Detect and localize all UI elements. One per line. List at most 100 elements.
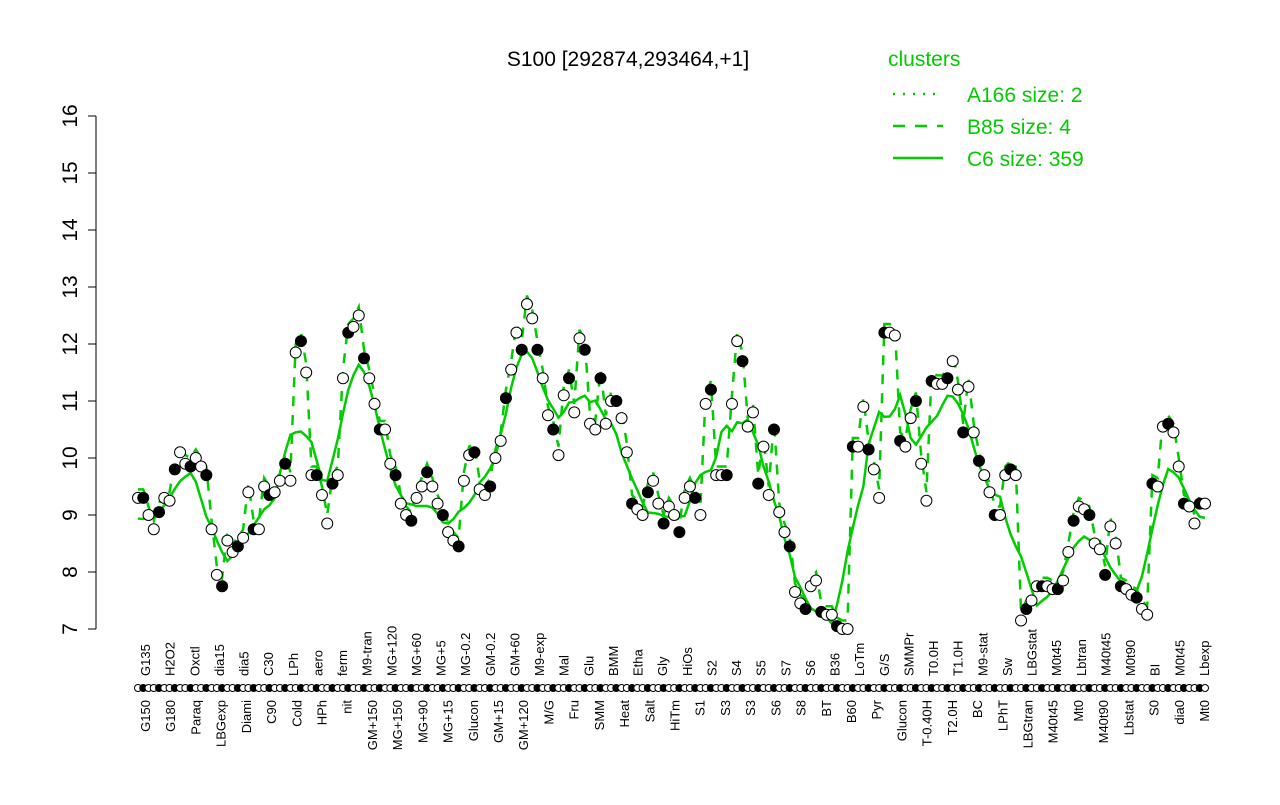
- x-tick-label-bottom: SMM: [592, 700, 607, 730]
- data-point: [505, 363, 518, 376]
- data-point: [909, 395, 922, 407]
- data-point: [1015, 614, 1028, 627]
- data-point: [972, 454, 985, 467]
- x-tick-label-top: BMM: [606, 646, 621, 676]
- data-point: [231, 540, 244, 553]
- data-point: [941, 372, 954, 385]
- data-point: [442, 526, 455, 539]
- data-point: [242, 486, 255, 499]
- x-tick-label-top: Etha: [631, 648, 646, 676]
- data-point: [888, 329, 901, 342]
- x-tick-label-top: LoTm: [852, 643, 867, 676]
- data-point: [541, 409, 554, 422]
- data-point: [1083, 509, 1096, 521]
- x-tick-label-bottom: GM+120: [516, 700, 531, 750]
- data-point: [620, 446, 633, 459]
- data-point: [978, 469, 991, 482]
- x-tick-label-top: MG+5: [434, 640, 449, 676]
- data-point: [1057, 574, 1070, 587]
- x-tick-label-bottom: G150: [138, 700, 153, 732]
- data-point: [568, 406, 581, 419]
- x-tick-label-top: S6: [803, 660, 818, 676]
- x-tick-label-top: MG+60: [409, 633, 424, 676]
- x-tick-label-bottom: BC: [970, 700, 985, 718]
- data-point: [279, 457, 292, 470]
- x-tick-label-top: S7: [778, 660, 793, 676]
- data-point: [752, 477, 765, 490]
- data-point: [789, 585, 802, 598]
- data-point: [899, 440, 912, 453]
- data-point: [368, 397, 381, 410]
- data-point: [636, 509, 649, 521]
- x-tick-label-bottom: MG+90: [415, 700, 430, 743]
- x-tick-label-top: Lbtran: [1074, 639, 1089, 676]
- x-tick-label-top: Mal: [557, 655, 572, 676]
- data-point: [147, 523, 160, 536]
- data-point: [1188, 517, 1201, 530]
- data-point: [694, 509, 707, 521]
- x-tick-label-bottom: S0: [1147, 700, 1162, 716]
- y-tick-label: 13: [59, 275, 82, 298]
- x-tick-label-bottom: M/G: [541, 700, 556, 725]
- x-tick-label-bottom: Pyr: [869, 699, 884, 719]
- chart-title: S100 [292874,293464,+1]: [507, 48, 749, 71]
- data-point: [1067, 514, 1080, 527]
- x-tick-label-top: H2O2: [163, 642, 178, 676]
- data-point: [499, 392, 512, 405]
- x-tick-label-bottom: Diami: [239, 700, 254, 733]
- data-point: [547, 423, 560, 436]
- x-tick-label-bottom: M40t90: [1096, 700, 1111, 743]
- data-point: [641, 486, 654, 499]
- data-point: [725, 397, 738, 410]
- data-point: [421, 466, 434, 479]
- data-point: [799, 603, 812, 616]
- x-tick-label-top: MG-0.2: [458, 633, 473, 676]
- data-point: [689, 491, 702, 504]
- data-point: [720, 469, 733, 482]
- data-point: [431, 497, 444, 510]
- x-tick-label-bottom: GM+150: [365, 700, 380, 750]
- data-point: [289, 346, 302, 359]
- data-point: [205, 523, 218, 536]
- data-point: [1104, 520, 1117, 533]
- data-point: [321, 517, 334, 530]
- x-tick-label-top: S4: [729, 660, 744, 676]
- data-point: [767, 423, 780, 436]
- x-tick-label-top: M0t45: [1172, 640, 1187, 676]
- x-rug: [134, 684, 1209, 692]
- data-point: [405, 514, 418, 527]
- y-tick-label: 12: [59, 332, 82, 355]
- data-point: [195, 460, 208, 473]
- data-point: [773, 506, 786, 519]
- data-point: [284, 474, 297, 487]
- data-point: [468, 446, 481, 459]
- data-point: [810, 574, 823, 587]
- data-point: [394, 497, 407, 510]
- data-point: [384, 457, 397, 470]
- x-tick-label-bottom: T-0.40H: [920, 700, 935, 746]
- data-point: [852, 440, 865, 453]
- data-point: [210, 568, 223, 581]
- data-point: [662, 500, 675, 513]
- data-point: [273, 474, 286, 487]
- data-points: [132, 298, 1211, 635]
- x-tick-label-top: MG+120: [384, 626, 399, 676]
- data-point: [221, 534, 234, 547]
- data-point: [557, 389, 570, 402]
- x-tick-label-bottom: LPhT: [995, 700, 1010, 731]
- data-point: [336, 372, 349, 385]
- data-point: [778, 526, 791, 539]
- data-point: [946, 355, 959, 368]
- data-point: [1183, 500, 1196, 513]
- data-point: [520, 298, 533, 311]
- x-tick-label-bottom: HiTm: [668, 700, 683, 731]
- data-point: [300, 366, 313, 379]
- x-tick-label-bottom: G180: [163, 700, 178, 732]
- x-tick-label-top: GM+60: [507, 633, 522, 676]
- data-point: [867, 463, 880, 476]
- data-point: [673, 526, 686, 539]
- x-tick-label-top: Gly: [655, 656, 670, 676]
- x-tick-label-top: M0t90: [1123, 640, 1138, 676]
- data-point: [1162, 417, 1175, 430]
